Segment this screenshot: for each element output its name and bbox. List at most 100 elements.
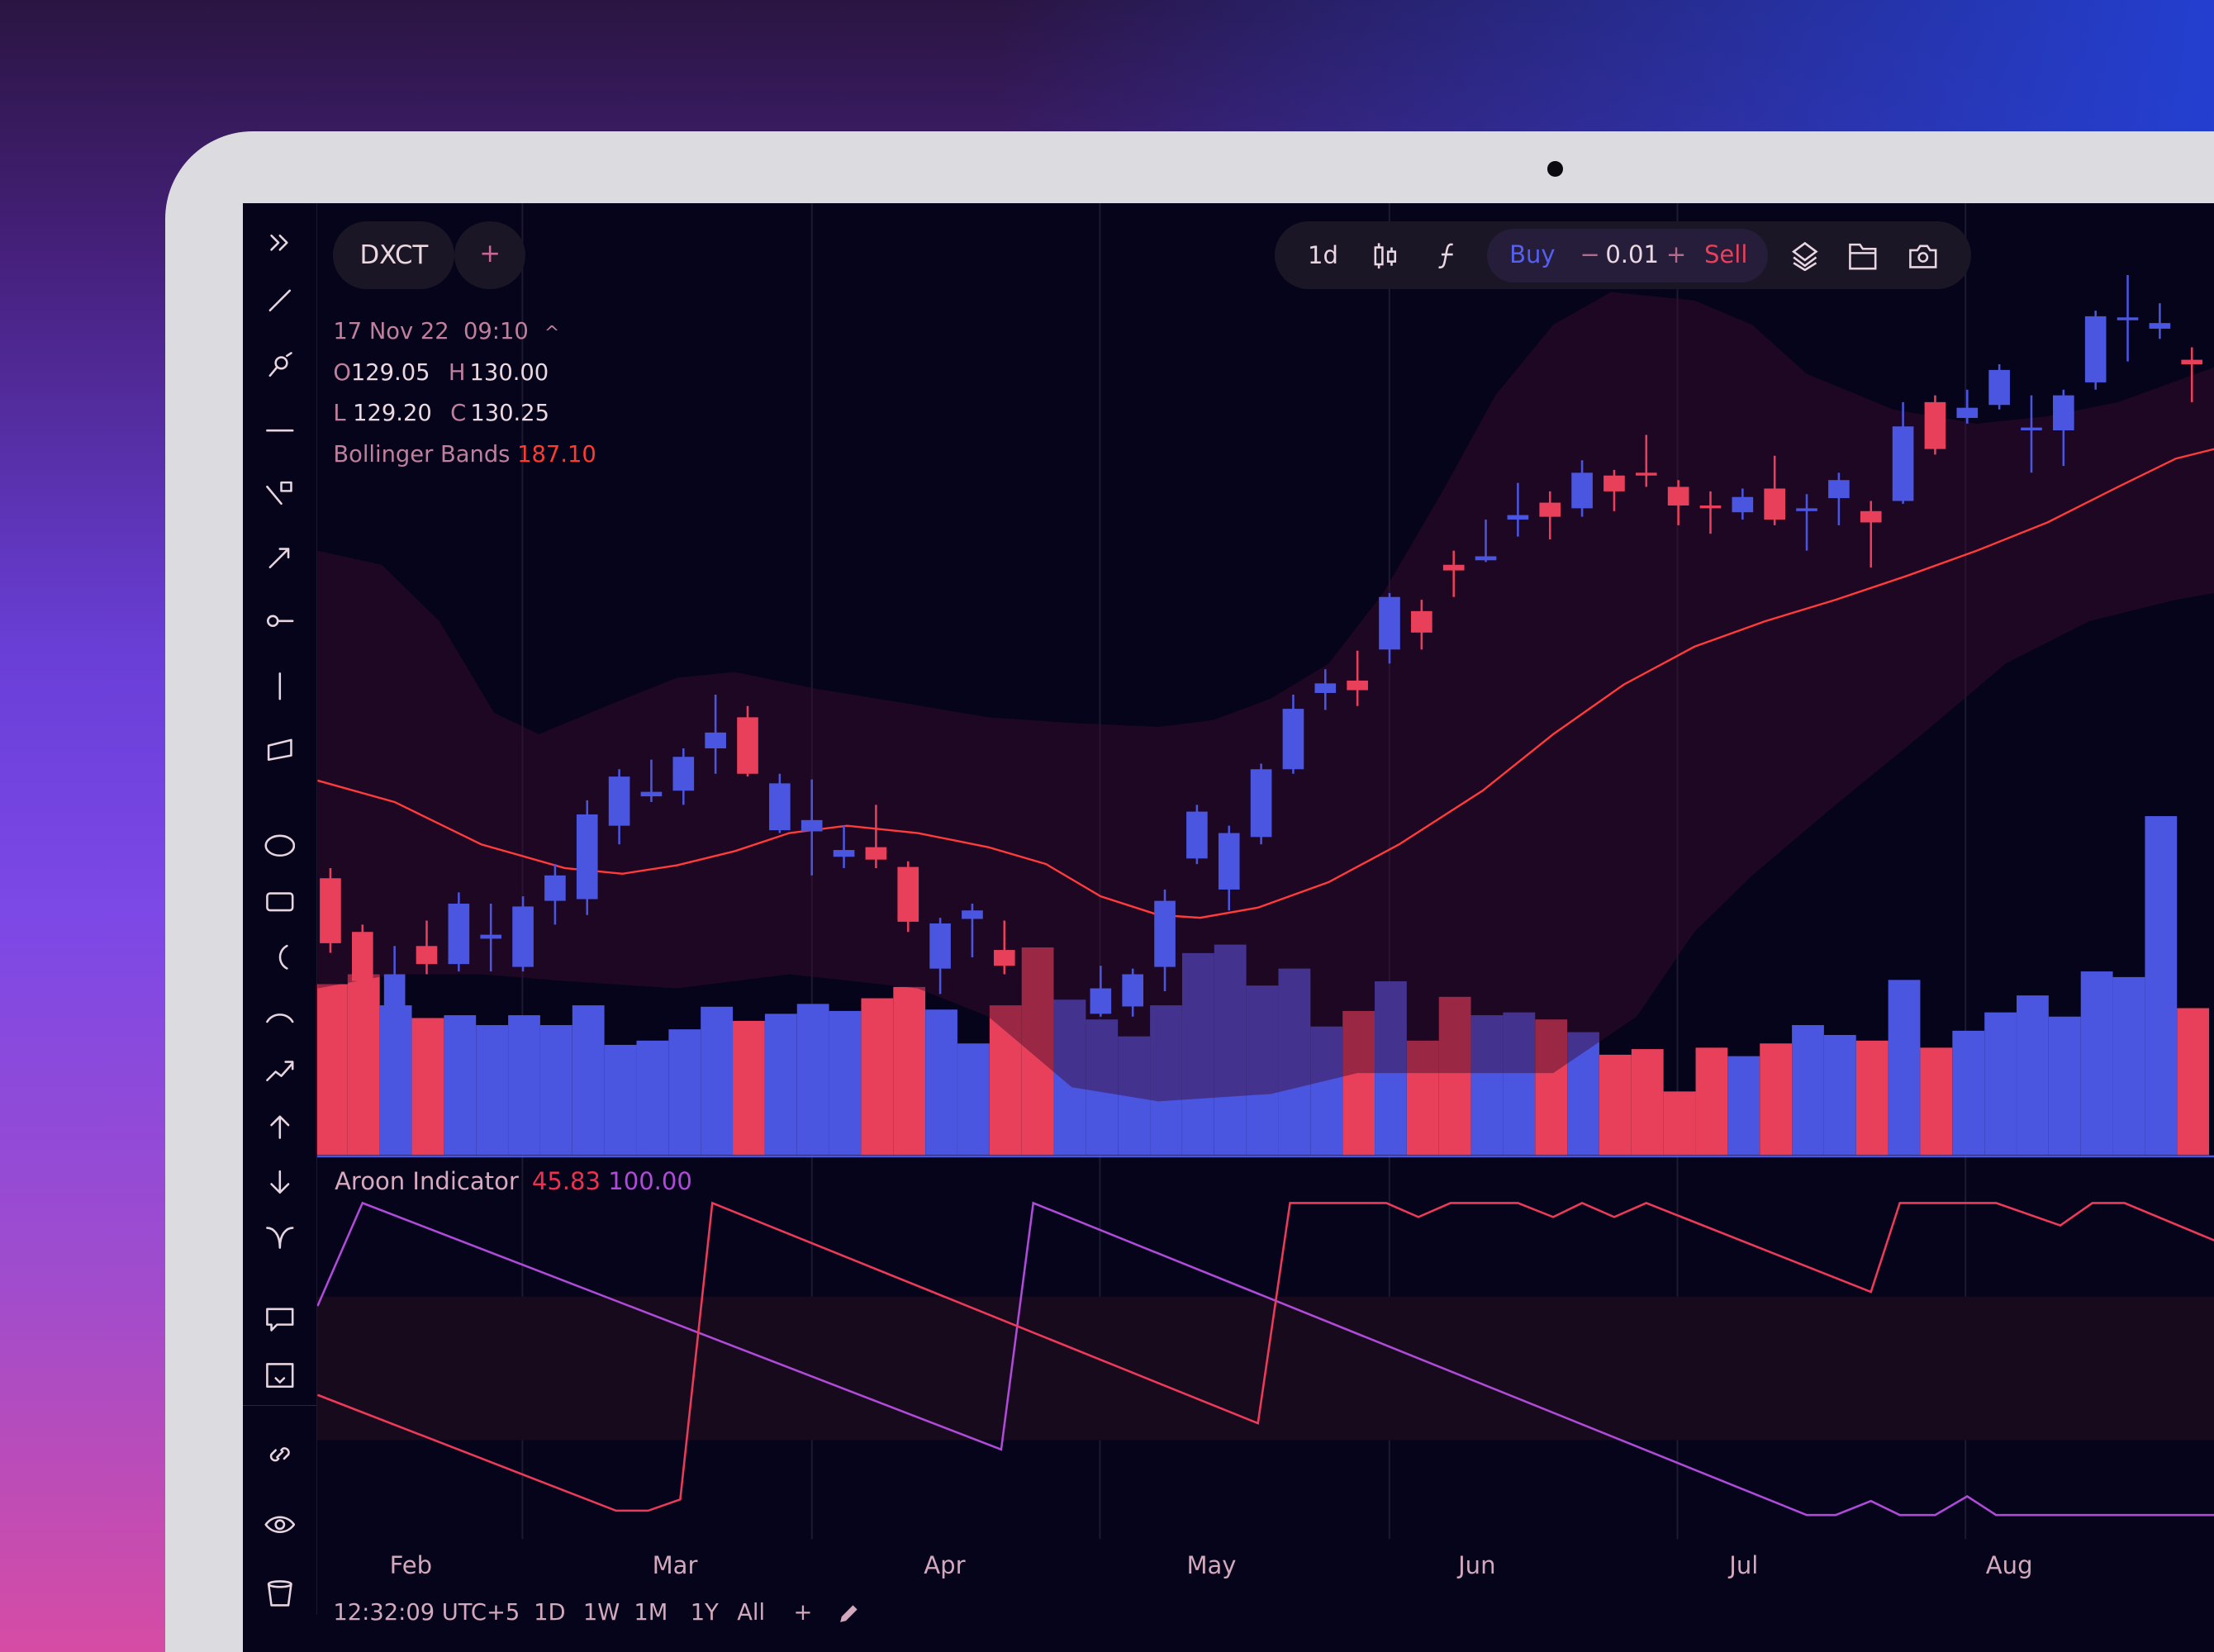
volume-bar [1503, 1012, 1536, 1156]
parallelogram-icon[interactable] [261, 731, 297, 767]
decrease-qty-button[interactable]: − [1580, 240, 1600, 268]
quantity-input[interactable]: 0.01 [1605, 240, 1659, 268]
high-value: 130.00 [469, 359, 549, 386]
ellipse-icon[interactable] [261, 828, 297, 864]
vertical-line-icon[interactable] [261, 667, 297, 704]
layers-button[interactable] [1774, 221, 1836, 289]
volume-bar [636, 1040, 669, 1156]
link-icon[interactable] [261, 1436, 297, 1472]
aroon-plot [316, 1201, 2214, 1517]
layers-icon [1791, 241, 1818, 271]
candle-body [512, 906, 534, 967]
add-range-button[interactable]: + [793, 1599, 813, 1626]
bollinger-label: Bollinger Bands [333, 441, 511, 468]
legend-bollinger[interactable]: Bollinger Bands 187.10 [333, 442, 596, 468]
folder-icon [1848, 243, 1877, 270]
increase-qty-button[interactable]: + [1665, 240, 1687, 268]
candle-body [962, 910, 983, 919]
range-1y[interactable]: 1Y [690, 1599, 719, 1626]
indicators-button[interactable] [1416, 221, 1478, 289]
brush-icon[interactable] [261, 347, 297, 383]
interval-button[interactable]: 1d [1292, 221, 1354, 289]
ray-icon[interactable] [261, 476, 297, 512]
volume-bar [1214, 944, 1247, 1156]
volume-bar [347, 974, 380, 1156]
pitchfork-icon[interactable] [261, 1218, 297, 1255]
volume-bar [1952, 1030, 1985, 1156]
volume-bar [1567, 1032, 1599, 1156]
volume-bar [1695, 1047, 1728, 1156]
volume-bar [1727, 1056, 1760, 1156]
candle-body [1090, 988, 1112, 1014]
candle-body [1924, 401, 1946, 449]
candle-body [1347, 680, 1368, 691]
horizontal-line-icon[interactable] [261, 410, 297, 446]
rectangle-icon[interactable] [261, 884, 297, 920]
more-tools-icon[interactable] [261, 1358, 297, 1394]
arrow-down-icon[interactable] [261, 1165, 297, 1201]
curve-icon[interactable] [261, 995, 297, 1032]
volume-bar [2112, 976, 2145, 1156]
candle-body [1892, 426, 1914, 501]
volume-bar [1053, 999, 1086, 1156]
trend-line-icon[interactable] [261, 282, 297, 319]
sell-button[interactable]: Sell [1703, 240, 1748, 268]
screenshot-button[interactable] [1892, 221, 1954, 289]
month-label: Jul [1729, 1551, 1759, 1580]
top-toolbar: 1d Buy − 0.01 + Sell [1275, 221, 1971, 290]
chart-type-button[interactable] [1354, 221, 1416, 289]
close-label: C [450, 401, 467, 427]
volume-bar [539, 1025, 573, 1156]
info-line-icon[interactable] [261, 603, 297, 639]
volume-bar [1118, 1036, 1151, 1156]
arrow-up-icon[interactable] [261, 1108, 297, 1145]
trash-icon[interactable] [261, 1575, 297, 1612]
volume-bar [1086, 1019, 1119, 1156]
low-label: L [333, 401, 346, 427]
aroon-down-value: 45.83 [531, 1167, 601, 1196]
arc-icon[interactable] [261, 939, 297, 976]
volume-bar [893, 986, 926, 1156]
comment-icon[interactable] [261, 1300, 297, 1336]
volume-bar [1246, 985, 1279, 1156]
bollinger-band [317, 292, 2214, 1102]
arrow-tool-icon[interactable] [261, 539, 297, 576]
candle-body [1699, 505, 1722, 509]
range-1w[interactable]: 1W [582, 1599, 620, 1626]
open-value: 129.05 [350, 359, 430, 386]
candle-body [2181, 359, 2203, 365]
range-1d[interactable]: 1D [534, 1599, 566, 1626]
volume-bar [379, 1005, 412, 1156]
candle-body [1732, 496, 1754, 513]
candle-body [1442, 564, 1465, 571]
aroon-legend[interactable]: Aroon Indicator 45.83 100.00 [335, 1167, 692, 1195]
candle-body [2053, 395, 2074, 431]
pencil-icon[interactable] [836, 1602, 860, 1626]
candle-body [672, 757, 695, 791]
volume-bar [1599, 1054, 1632, 1156]
candle-body [1571, 472, 1593, 509]
add-symbol-button[interactable]: + [454, 221, 525, 290]
candles-icon [1374, 242, 1396, 268]
folder-button[interactable] [1832, 221, 1893, 289]
volume-bar [733, 1020, 765, 1156]
high-label: H [448, 359, 466, 386]
collapse-chevron-icon[interactable]: ^ [544, 322, 560, 344]
volume-bar [1278, 968, 1311, 1156]
candle-body [640, 791, 663, 797]
symbol-selector[interactable]: DXCT [333, 221, 455, 290]
candle-body [1603, 475, 1625, 491]
candle-body [2117, 317, 2139, 320]
candle-body [801, 819, 823, 832]
candle-body [705, 732, 726, 748]
buy-button[interactable]: Buy [1509, 240, 1556, 268]
candle-body [480, 934, 502, 939]
legend-ohlc-row2: L 129.20 C 130.25 [333, 401, 549, 426]
volume-bar [1406, 1040, 1439, 1156]
eye-icon[interactable] [261, 1507, 297, 1543]
path-icon[interactable] [261, 1051, 297, 1088]
range-all[interactable]: All [737, 1599, 766, 1626]
expand-icon[interactable] [261, 225, 297, 261]
range-1m[interactable]: 1M [634, 1599, 668, 1626]
